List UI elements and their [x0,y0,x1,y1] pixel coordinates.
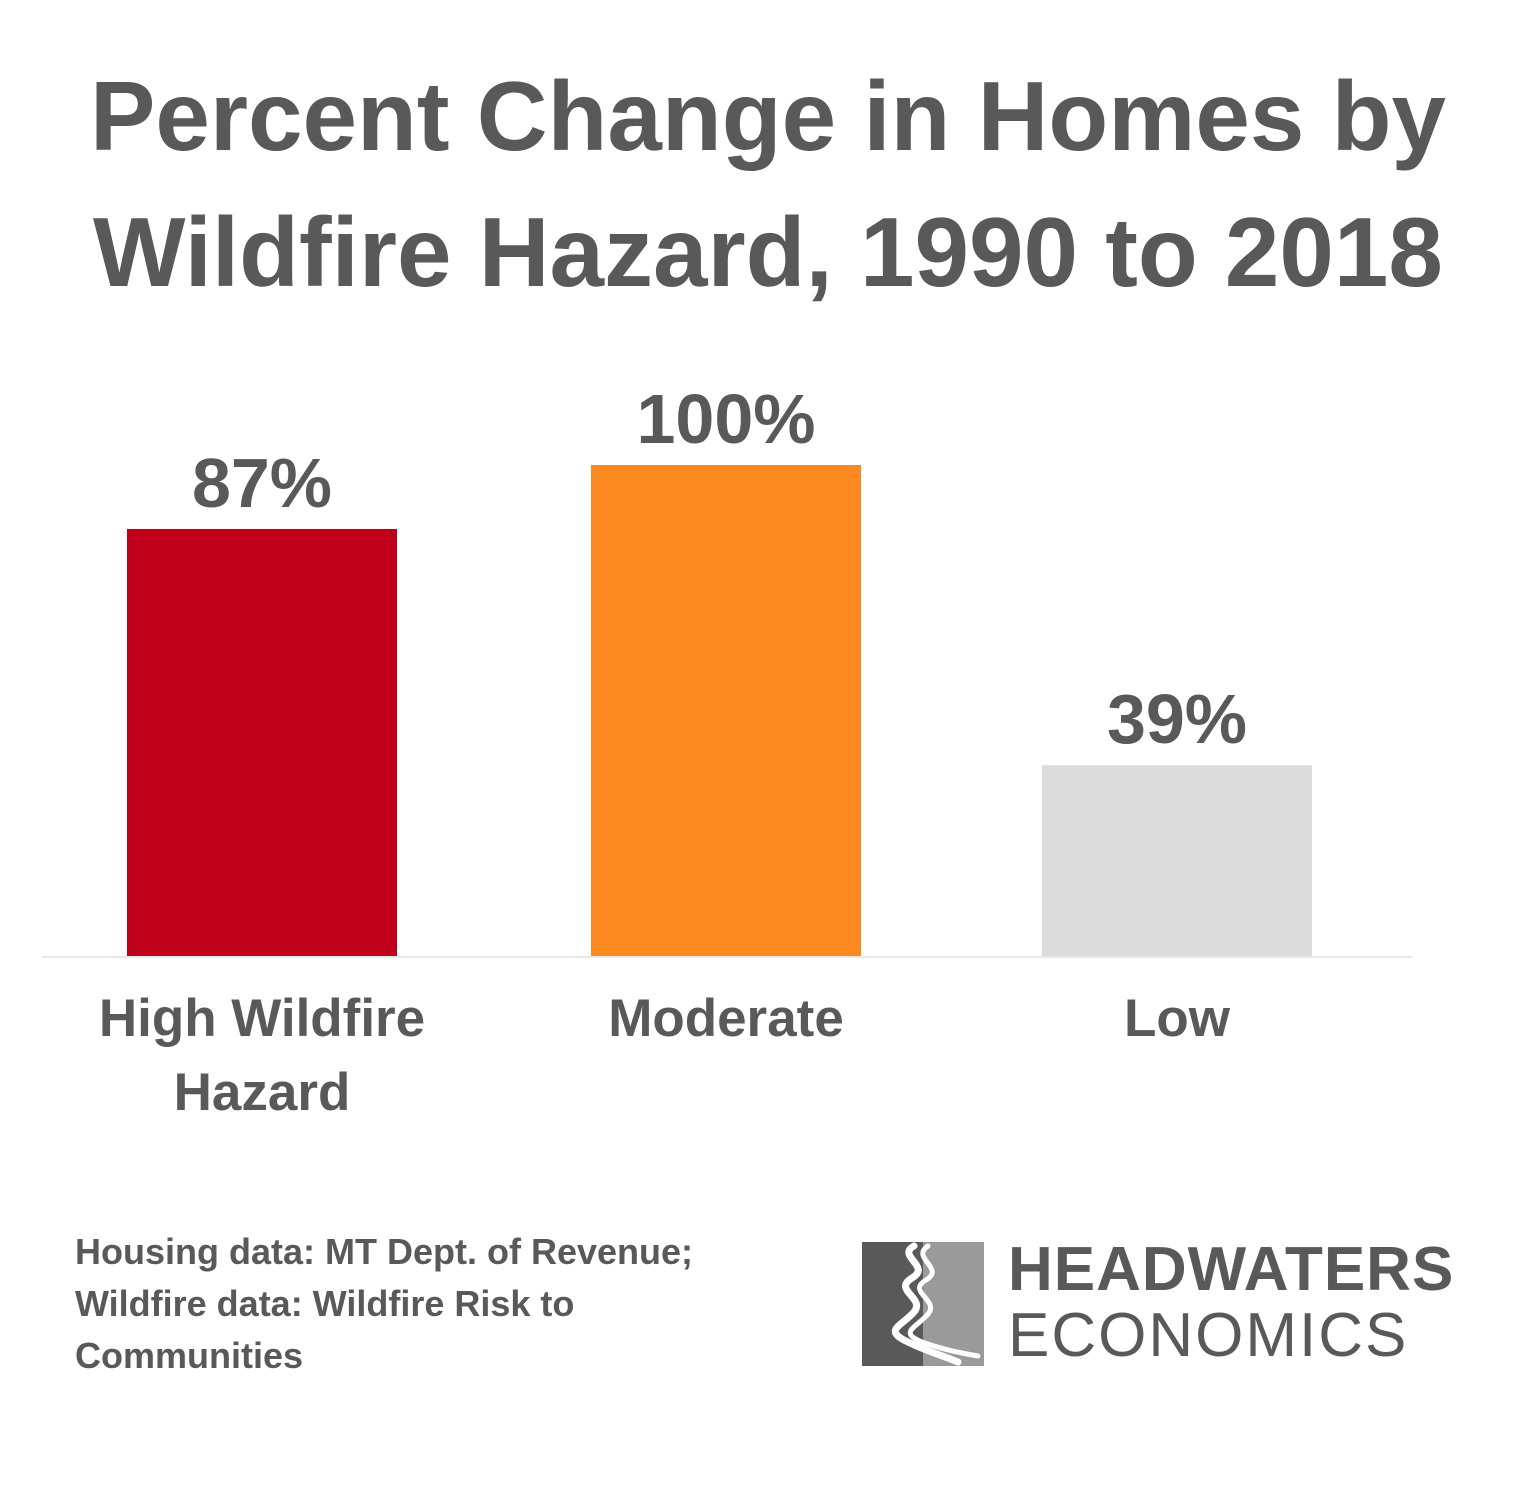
category-label-0-line-1: Hazard [174,1063,351,1122]
chart-title-line-1: Percent Change in Homes by [89,61,1447,171]
bar-value-label-0: 87% [192,444,332,522]
source-line-1: Housing data: MT Dept. of Revenue; [75,1231,694,1272]
bar-2 [1042,765,1312,957]
chart-title: Percent Change in Homes by Wildfire Haza… [0,48,1536,320]
bar-value-label-2: 39% [1107,680,1247,758]
source-note: Housing data: MT Dept. of Revenue; Wildf… [75,1226,835,1382]
logo-word-headwaters: HEADWATERS [1008,1235,1455,1304]
category-label-0-line-0: High Wildfire [99,989,425,1048]
chart-title-line-2: Wildfire Hazard, 1990 to 2018 [93,197,1443,307]
bar-chart: 87% 100% 39% High Wildfire Hazard Moderate Lo… [42,380,1412,1122]
category-labels-group: High Wildfire Hazard Moderate Low [99,989,1231,1122]
category-label-1-line-0: Moderate [608,989,844,1048]
category-label-2-line-0: Low [1124,989,1231,1048]
value-labels-group: 87% 100% 39% [192,380,1247,758]
bar-value-label-1: 100% [636,380,815,458]
source-line-3: Communities [75,1335,304,1376]
bar-0 [127,528,397,957]
bar-1 [591,465,861,957]
source-line-2: Wildfire data: Wildfire Risk to [75,1283,575,1324]
headwaters-economics-logo: HEADWATERS ECONOMICS [862,1235,1512,1372]
bars-group [127,465,1312,957]
logo-word-economics: ECONOMICS [1008,1301,1409,1370]
river-logo-icon [862,1242,984,1366]
